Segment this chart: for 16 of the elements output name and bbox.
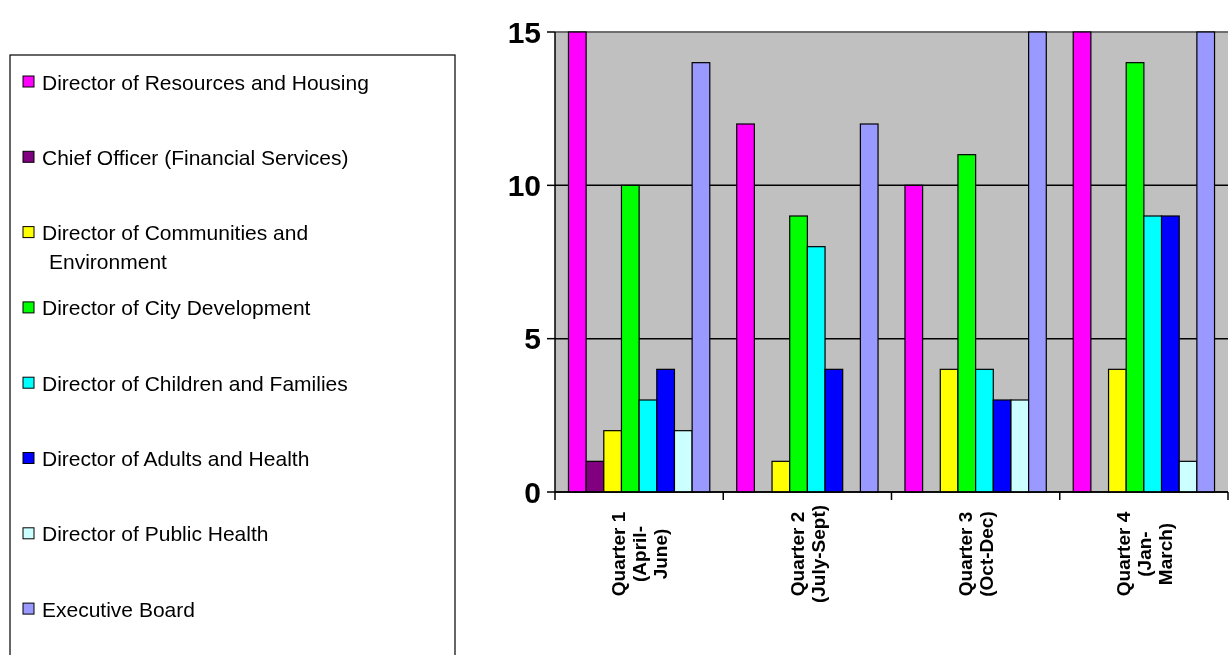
legend-label: Director of Communities and Environment — [42, 221, 309, 274]
legend-label: Director of Children and Families — [42, 371, 348, 395]
legend-label: Executive Board — [42, 597, 195, 621]
x-tick-label: Quarter 3 (Oct-Dec) — [954, 511, 997, 597]
y-tick-label: 10 — [507, 169, 541, 203]
x-tick-label: Quarter 4 (Jan- March) — [1112, 511, 1176, 597]
y-tick-label: 0 — [524, 475, 541, 509]
legend-label: Chief Officer (Financial Services) — [42, 145, 349, 169]
y-tick-label: 5 — [524, 322, 541, 356]
x-tick-label: Quarter 2 (July-Sept) — [786, 504, 829, 604]
legend-label: Director of Public Health — [42, 522, 269, 546]
legend-label: Director of Resources and Housing — [42, 70, 369, 94]
legend-label: Director of Adults and Health — [42, 447, 310, 471]
x-tick-label: Quarter 1 (April- June) — [607, 511, 671, 597]
legend-label: Director of City Development — [42, 296, 311, 320]
y-tick-label: 15 — [507, 15, 541, 49]
